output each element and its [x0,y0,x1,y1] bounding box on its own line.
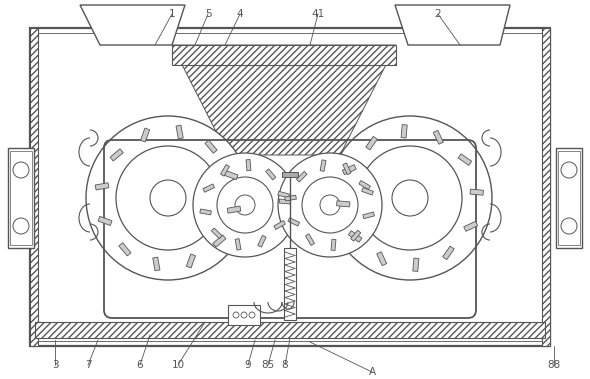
Circle shape [241,312,247,318]
Circle shape [302,177,358,233]
Circle shape [328,116,492,280]
Polygon shape [140,128,150,142]
Bar [556,148,582,248]
Circle shape [561,218,577,234]
Circle shape [561,162,577,178]
Bar [284,248,296,320]
Circle shape [217,177,273,233]
Circle shape [278,153,382,257]
Polygon shape [413,258,419,271]
Circle shape [358,146,462,250]
Polygon shape [246,160,251,171]
Polygon shape [274,221,286,229]
Polygon shape [348,231,362,242]
Polygon shape [362,188,373,195]
Text: 41: 41 [312,9,325,19]
Polygon shape [395,5,510,45]
Polygon shape [296,171,307,182]
Polygon shape [343,163,351,175]
Bar [10,151,32,245]
Polygon shape [95,183,109,190]
Polygon shape [285,195,296,201]
Polygon shape [224,171,238,180]
Polygon shape [266,169,276,180]
Text: 6: 6 [137,360,143,370]
Polygon shape [470,189,483,195]
Polygon shape [320,160,326,171]
Polygon shape [350,230,360,241]
Polygon shape [203,184,215,192]
Text: 10: 10 [172,360,185,370]
Bar [35,322,545,338]
Polygon shape [172,45,396,155]
Text: 5: 5 [205,9,211,19]
Circle shape [13,162,29,178]
Polygon shape [288,218,300,226]
Polygon shape [186,254,195,268]
Polygon shape [221,164,230,176]
Circle shape [235,195,255,215]
Polygon shape [200,209,211,215]
Polygon shape [366,136,378,150]
Polygon shape [98,216,112,226]
Circle shape [86,116,250,280]
Bar [172,45,396,65]
Polygon shape [211,228,222,239]
Circle shape [233,312,239,318]
Polygon shape [279,199,290,204]
Text: 7: 7 [85,360,91,370]
Polygon shape [336,201,350,207]
Bar [8,148,34,248]
Text: 8: 8 [281,360,289,370]
Polygon shape [433,130,443,144]
Polygon shape [80,5,185,45]
Text: 3: 3 [52,360,58,370]
Bar [542,28,550,346]
Circle shape [193,153,297,257]
Text: 4: 4 [237,9,243,19]
Polygon shape [342,164,356,175]
Polygon shape [458,154,471,165]
Polygon shape [227,206,241,213]
Polygon shape [235,239,241,250]
Bar [228,305,260,325]
Polygon shape [278,191,290,198]
Polygon shape [376,252,386,266]
Bar [30,28,38,346]
Polygon shape [464,221,478,231]
Polygon shape [119,243,131,256]
Circle shape [392,180,428,216]
Polygon shape [258,235,266,247]
Bar [558,151,580,245]
Polygon shape [153,257,160,271]
Bar [282,172,298,177]
Bar [35,33,545,341]
Polygon shape [442,246,454,260]
Text: 85: 85 [261,360,274,370]
Polygon shape [306,234,314,246]
Circle shape [116,146,220,250]
Circle shape [249,312,255,318]
Polygon shape [331,239,336,251]
Text: 9: 9 [245,360,251,370]
Polygon shape [110,149,123,161]
Circle shape [150,180,186,216]
Bar [30,28,550,346]
Polygon shape [176,125,183,139]
Text: 1: 1 [169,9,175,19]
Text: 88: 88 [548,360,560,370]
Polygon shape [401,125,407,138]
Text: A: A [368,367,376,377]
Polygon shape [359,180,371,190]
Polygon shape [213,235,226,247]
Polygon shape [363,212,375,219]
Circle shape [13,218,29,234]
Text: 2: 2 [435,9,441,19]
Polygon shape [205,140,217,153]
Circle shape [320,195,340,215]
